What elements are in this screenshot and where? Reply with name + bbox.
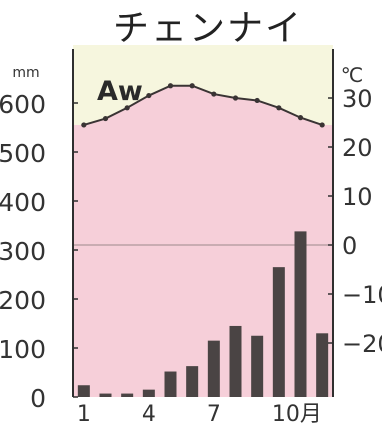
temperature-point-11: [297, 115, 304, 121]
temperature-point-10: [276, 105, 282, 111]
right-tick-label-1: 20: [342, 134, 373, 162]
precipitation-bar-4: [142, 389, 155, 397]
x-tick-label-1: 1: [77, 402, 91, 427]
x-tick-label-10月: 10月: [272, 402, 322, 427]
left-axis-ticks: 0 100 200 300 400 500 600: [0, 90, 78, 413]
left-tick-label-100: 100: [0, 335, 46, 364]
precipitation-bar-3: [121, 393, 134, 397]
x-tick-label-7: 7: [207, 402, 221, 427]
left-tick-label-200: 200: [0, 286, 46, 315]
temperature-point-8: [232, 95, 239, 101]
temperature-point-6: [189, 83, 195, 89]
temperature-polyline: [83, 84, 323, 126]
left-tick-label-300: 300: [0, 237, 46, 266]
x-axis-ticks: 1 4 7 10月: [77, 402, 322, 427]
temperature-area-fill: [73, 85, 333, 397]
right-tick-label-5: −20: [342, 330, 382, 358]
temperature-point-9: [254, 97, 260, 104]
precipitation-bar-9: [251, 335, 264, 397]
precipitation-bar-6: [186, 366, 199, 397]
precipitation-bar-7: [207, 340, 220, 397]
temperature-point-1: [81, 122, 87, 128]
temperature-point-3: [124, 105, 130, 111]
left-tick-label-600: 600: [0, 90, 46, 119]
temperature-point-4: [146, 92, 152, 99]
right-axis-unit: ℃: [341, 63, 363, 87]
x-tick-label-4: 4: [142, 402, 156, 427]
chart-title: チェンナイ: [113, 8, 303, 49]
precipitation-bar-10: [272, 267, 285, 397]
right-tick-label-3: 0: [342, 232, 357, 260]
right-tick-label-4: −10: [342, 281, 382, 309]
right-tick-label-2: 10: [342, 183, 373, 211]
temperature-point-12: [319, 122, 325, 128]
temperature-point-7: [211, 91, 217, 97]
left-tick-label-0: 0: [30, 384, 46, 413]
temperature-line: [81, 83, 325, 128]
left-tick-label-400: 400: [0, 188, 46, 217]
precipitation-bar-11: [294, 231, 307, 397]
left-tick-label-500: 500: [0, 139, 46, 168]
precipitation-bars: [77, 231, 329, 397]
climate-type-label: Aw: [97, 76, 143, 107]
temperature-point-2: [102, 115, 109, 122]
left-axis-unit: mm: [12, 65, 39, 81]
precipitation-bar-2: [99, 393, 112, 397]
precipitation-bar-12: [316, 333, 329, 397]
right-tick-label-0: 30: [342, 85, 373, 113]
precipitation-bar-1: [77, 385, 90, 397]
right-axis-ticks: 30 20 10 0 −10 −20: [328, 85, 382, 358]
temperature-point-5: [167, 83, 174, 89]
precipitation-bar-5: [164, 371, 177, 397]
precipitation-bar-8: [229, 325, 242, 397]
